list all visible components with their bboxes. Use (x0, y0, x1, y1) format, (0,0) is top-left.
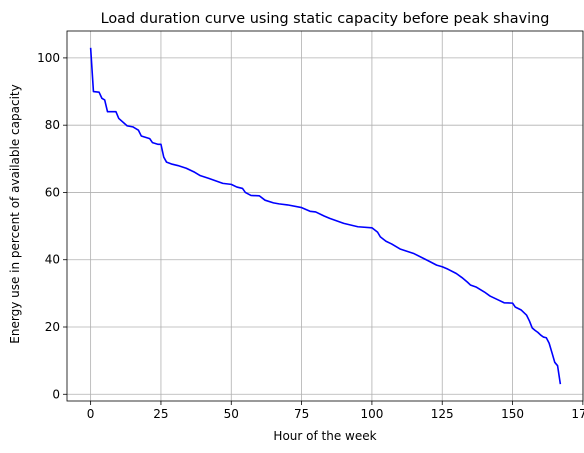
x-tick-label: 175 (571, 407, 584, 421)
y-tick-label: 80 (45, 118, 60, 132)
y-axis-ticks: 0 20 40 60 80 100 (37, 51, 67, 401)
y-tick-label: 100 (37, 51, 60, 65)
y-tick-label: 60 (45, 185, 60, 199)
x-tick-label: 25 (153, 407, 168, 421)
x-tick-label: 150 (501, 407, 524, 421)
y-axis-label: Energy use in percent of available capac… (8, 84, 22, 343)
grid-lines (67, 31, 584, 401)
x-axis-label: Hour of the week (273, 429, 376, 443)
y-tick-label: 0 (52, 387, 60, 401)
y-tick-label: 40 (45, 253, 60, 267)
series-line (89, 47, 562, 385)
x-tick-label: 125 (431, 407, 454, 421)
series-group (89, 47, 562, 385)
chart-title: Load duration curve using static capacit… (101, 11, 550, 27)
axes-frame (66, 30, 584, 402)
x-tick-label: 0 (87, 407, 95, 421)
x-tick-label: 100 (360, 407, 383, 421)
x-axis-ticks: 0 25 50 75 100 125 150 175 (87, 401, 584, 421)
x-tick-label: 75 (294, 407, 309, 421)
x-tick-label: 50 (224, 407, 239, 421)
y-tick-label: 20 (45, 320, 60, 334)
